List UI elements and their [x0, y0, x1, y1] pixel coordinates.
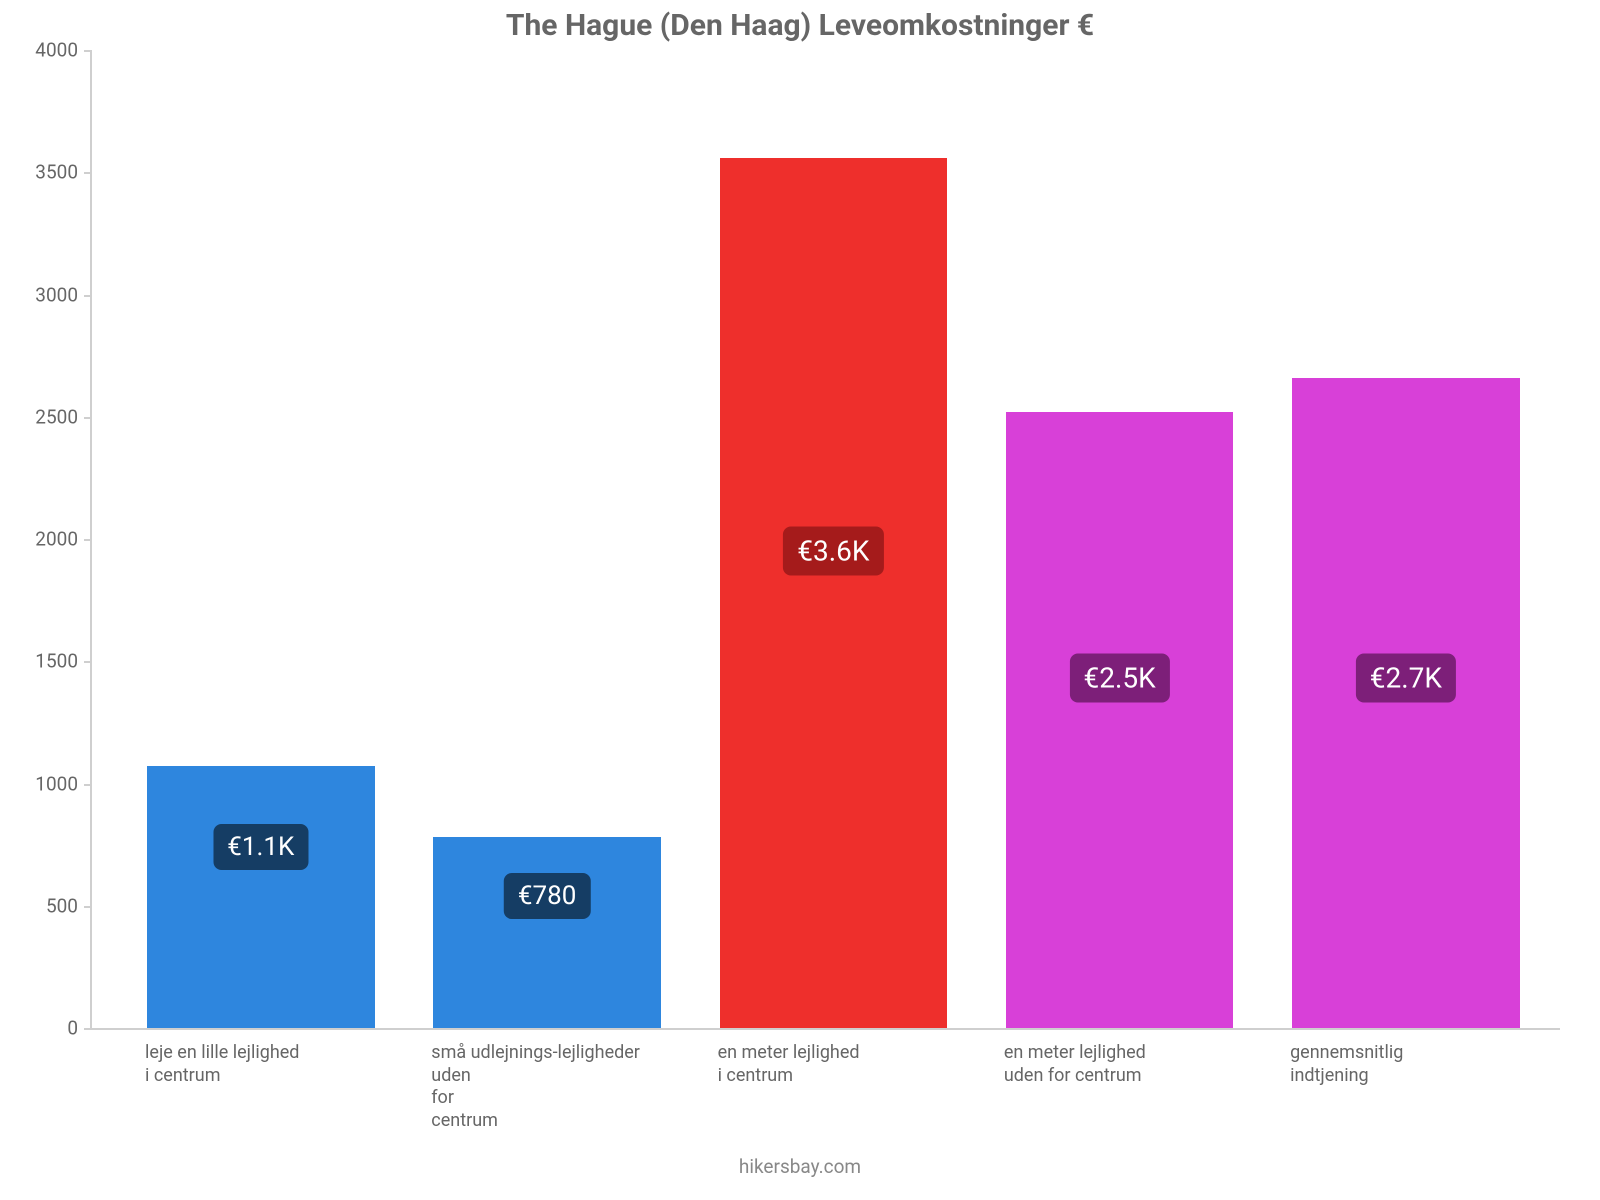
attribution-text: hikersbay.com [0, 1155, 1600, 1178]
x-tick-label: gennemsnitlig indtjening [1290, 1042, 1403, 1087]
x-tick-label: en meter lejlighed uden for centrum [1004, 1042, 1146, 1087]
y-tick-mark [84, 417, 92, 419]
y-tick-mark [84, 295, 92, 297]
x-tick-label: en meter lejlighed i centrum [718, 1042, 860, 1087]
y-tick-mark [84, 539, 92, 541]
bar-value-badge: €2.7K [1356, 654, 1456, 703]
bar-value-badge-wrap: €780 [504, 873, 590, 919]
bar [1006, 412, 1234, 1028]
bar-value-badge: €2.5K [1070, 654, 1170, 703]
y-tick-mark [84, 1028, 92, 1030]
bar-value-badge: €780 [504, 873, 590, 919]
bar-value-badge: €1.1K [213, 824, 308, 870]
bar-value-badge-wrap: €2.5K [1070, 654, 1170, 703]
bar-value-badge-wrap: €3.6K [783, 527, 883, 576]
x-tick-label: små udlejnings-lejligheder uden for cent… [431, 1042, 640, 1132]
bar-value-badge: €3.6K [783, 527, 883, 576]
y-tick-mark [84, 172, 92, 174]
bar-value-badge-wrap: €2.7K [1356, 654, 1456, 703]
x-tick-label: leje en lille lejlighed i centrum [145, 1042, 299, 1087]
chart-container: The Hague (Den Haag) Leveomkostninger € … [0, 0, 1600, 1200]
bar-value-badge-wrap: €1.1K [213, 824, 308, 870]
y-tick-mark [84, 50, 92, 52]
y-tick-mark [84, 661, 92, 663]
plot-area: 05001000150020002500300035004000€1.1K€78… [90, 50, 1560, 1030]
bar [720, 158, 948, 1028]
y-tick-mark [84, 906, 92, 908]
bar [433, 837, 661, 1028]
chart-title: The Hague (Den Haag) Leveomkostninger € [0, 8, 1600, 43]
bar [147, 766, 375, 1028]
y-tick-mark [84, 784, 92, 786]
